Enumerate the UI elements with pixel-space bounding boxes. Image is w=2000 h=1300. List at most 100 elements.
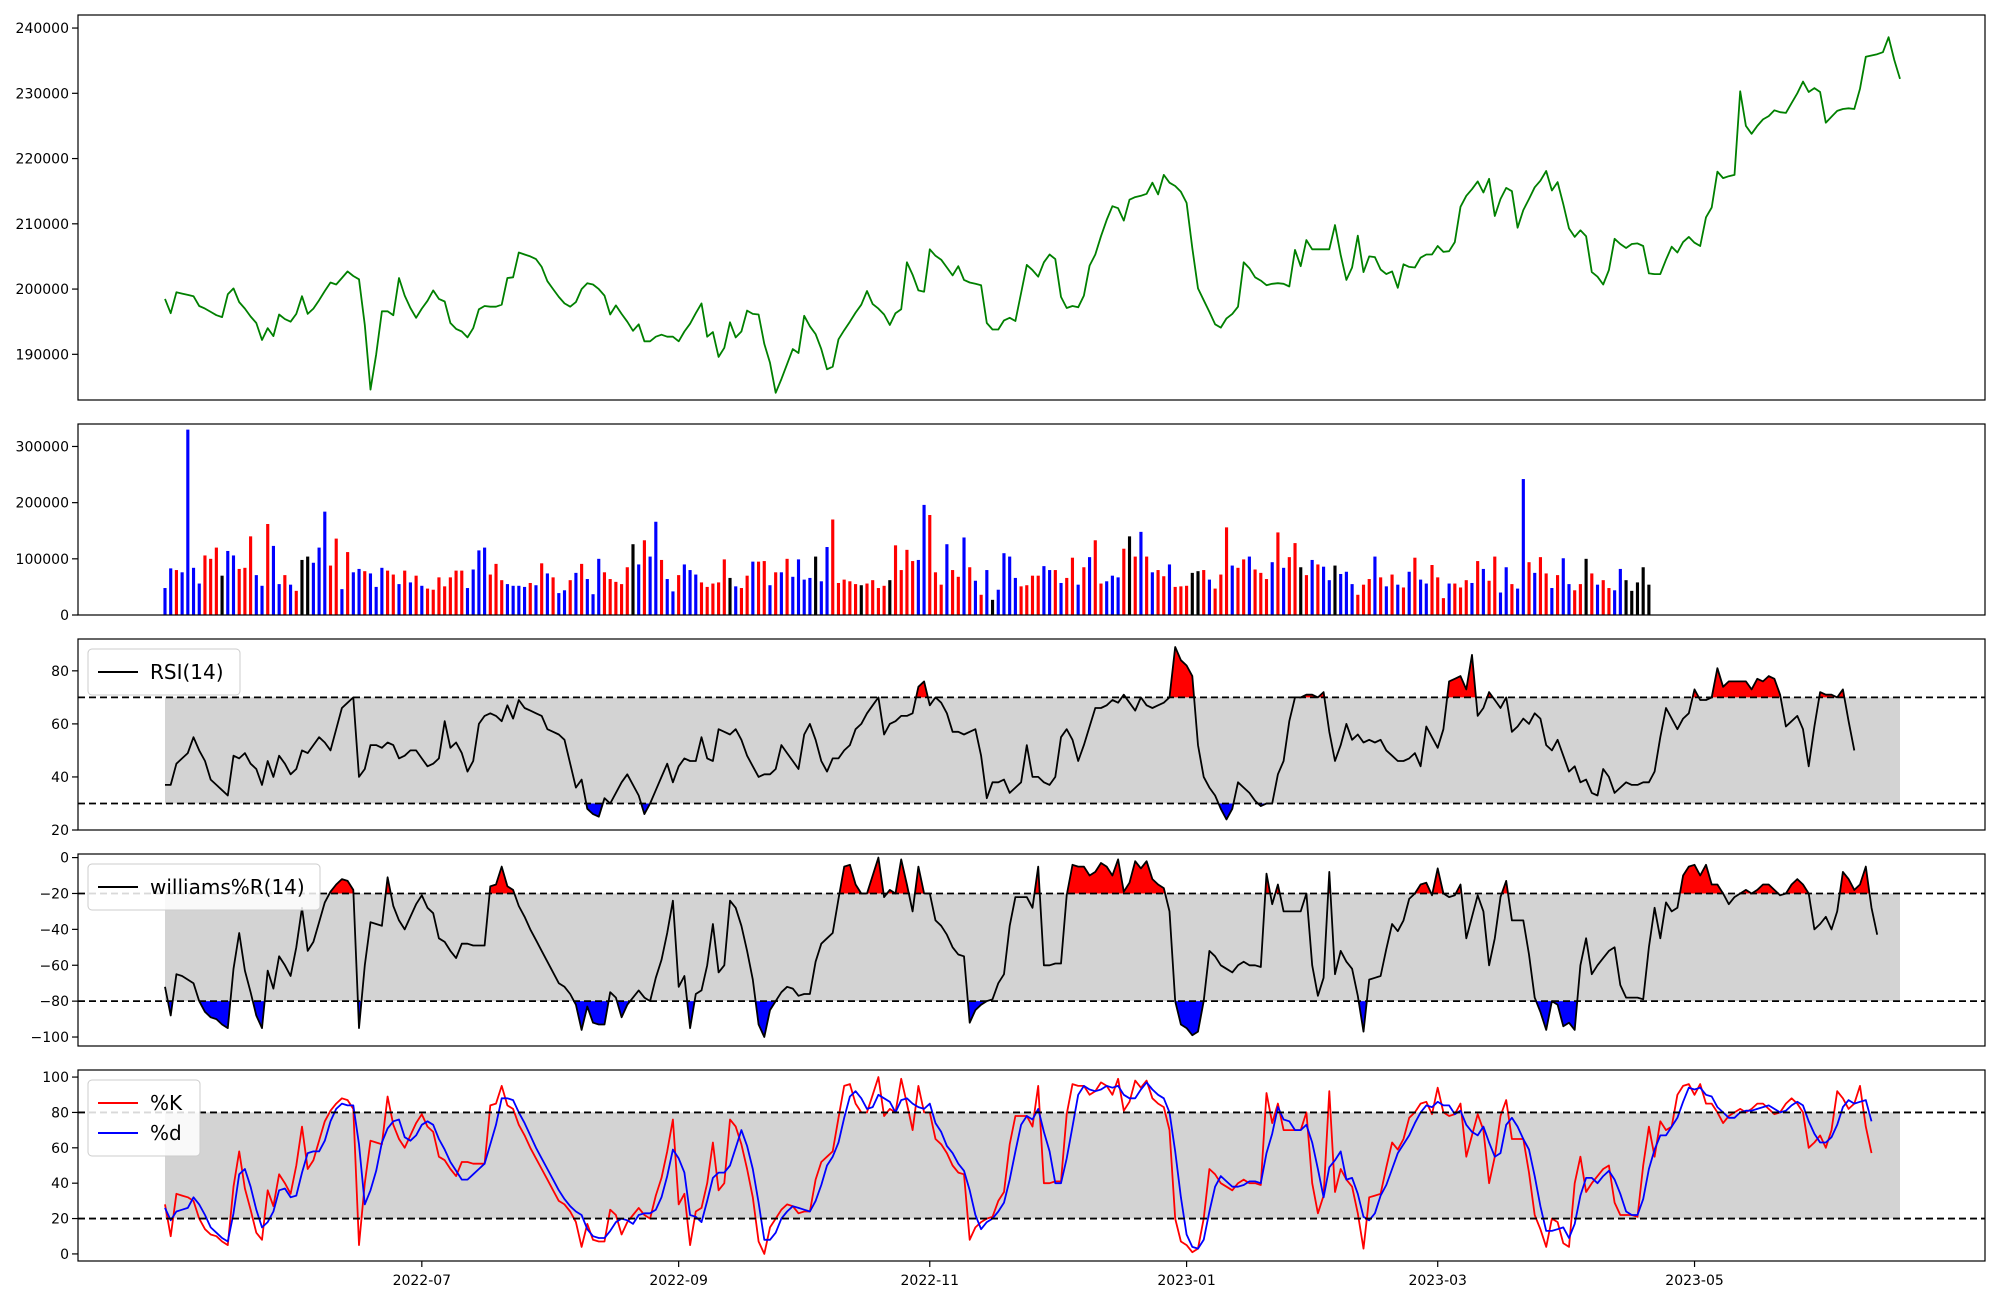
volume-bar <box>1127 536 1132 615</box>
volume-bar <box>380 567 384 615</box>
williams-oversold-fill <box>252 1001 265 1029</box>
volume-bar <box>1561 558 1565 615</box>
williams-overbought-fill <box>1067 859 1166 894</box>
volume-bar <box>1573 590 1577 615</box>
volume-bar <box>854 584 858 615</box>
volume-bar <box>551 577 555 615</box>
volume-bar <box>1207 579 1211 615</box>
volume-bar <box>1498 592 1503 615</box>
volume-bar <box>1578 584 1582 615</box>
volume-bar <box>734 586 738 615</box>
volume-bar <box>962 537 966 615</box>
volume-bar <box>1493 556 1497 615</box>
volume-bar <box>1310 559 1314 615</box>
price-frame <box>77 14 1986 401</box>
volume-bar <box>1162 576 1166 615</box>
volume-bar <box>893 545 898 615</box>
x-tick-label: 2022-09 <box>649 1273 708 1289</box>
volume-bar <box>363 571 367 615</box>
volume-bar <box>1276 532 1280 615</box>
volume-bar <box>249 536 253 615</box>
volume-bar <box>346 552 350 615</box>
volume-bar <box>968 567 972 615</box>
volume-bar <box>1555 575 1560 615</box>
y-tick-label: −60 <box>39 958 69 974</box>
volume-bar <box>431 589 435 615</box>
y-tick-label: 200000 <box>16 282 69 298</box>
volume-bar <box>648 556 652 615</box>
price-line <box>164 36 1901 394</box>
volume-bar <box>1401 587 1406 615</box>
volume-bar <box>990 599 995 615</box>
rsi-oversold-fill <box>586 803 603 817</box>
volume-bar <box>1304 575 1309 615</box>
y-tick-label: 100 <box>42 1070 69 1086</box>
volume-bar <box>699 582 704 615</box>
volume-bar <box>1350 584 1354 615</box>
volume-bar <box>534 585 538 615</box>
volume-bar <box>465 588 470 615</box>
volume-bar <box>985 570 989 615</box>
volume-bar <box>448 577 452 615</box>
volume-bar <box>414 575 418 615</box>
y-tick-label: −80 <box>39 994 69 1010</box>
volume-bar <box>1367 579 1371 615</box>
volume-bar <box>859 585 863 615</box>
volume-bar <box>323 511 327 615</box>
volume-bar <box>671 591 675 615</box>
volume-bar <box>779 572 783 615</box>
volume-bar <box>1242 559 1246 615</box>
volume-bar <box>454 570 458 615</box>
volume-bar <box>1413 557 1417 615</box>
volume-bar <box>1008 556 1012 615</box>
volume-bar <box>1270 562 1274 615</box>
volume-bar <box>1133 556 1137 615</box>
volume-bar <box>1247 556 1251 615</box>
y-tick-label: 200000 <box>16 496 69 512</box>
y-tick-label: 80 <box>51 1105 69 1121</box>
volume-bar <box>871 580 875 615</box>
volume-bar <box>1339 573 1343 615</box>
volume-bar <box>500 580 504 615</box>
volume-bar <box>1641 567 1645 615</box>
volume-bar <box>1516 588 1520 615</box>
volume-bar <box>928 515 932 615</box>
williams-overbought-fill <box>1680 864 1724 894</box>
rsi-band <box>165 697 1900 804</box>
volume-bar <box>505 584 510 615</box>
rsi-overbought-fill <box>1169 647 1195 698</box>
volume-bar <box>1019 586 1023 615</box>
volume-bar <box>403 570 407 615</box>
williams-frame <box>77 853 1986 1047</box>
volume-bar <box>214 547 218 615</box>
volume-bar <box>1419 579 1423 615</box>
volume-bar <box>677 575 681 615</box>
volume-bar <box>243 567 247 615</box>
volume-bar <box>203 555 207 615</box>
volume-bar <box>545 573 549 615</box>
volume-bar <box>1259 572 1263 615</box>
legend-box <box>87 648 241 696</box>
volume-bar <box>1282 567 1286 615</box>
volume-bar <box>300 559 304 615</box>
volume-bar <box>540 563 544 615</box>
volume-bar <box>625 567 629 615</box>
rsi-line <box>165 646 1856 821</box>
williams-oversold-fill <box>1175 1001 1204 1036</box>
volume-bar <box>1441 598 1445 615</box>
volume-bar <box>1236 567 1240 615</box>
x-tick-label: 2023-01 <box>1157 1273 1216 1289</box>
volume-bar <box>1590 573 1594 615</box>
volume-bar <box>899 570 903 615</box>
price-panel: 190000 200000 210000 220000 230000 240000 <box>16 14 1986 401</box>
volume-bar <box>1624 580 1628 615</box>
volume-bar <box>271 545 276 615</box>
volume-bar <box>1424 583 1428 615</box>
stochastic-band <box>165 1112 1900 1219</box>
volume-bar <box>916 559 920 615</box>
volume-bar <box>266 523 270 615</box>
volume-bar <box>1316 564 1320 615</box>
volume-bar <box>1487 580 1491 615</box>
y-tick-label: 190000 <box>16 347 69 363</box>
williams-r-panel: −100 −80 −60 −40 −20 0 williams%R(14) <box>31 851 1986 1047</box>
